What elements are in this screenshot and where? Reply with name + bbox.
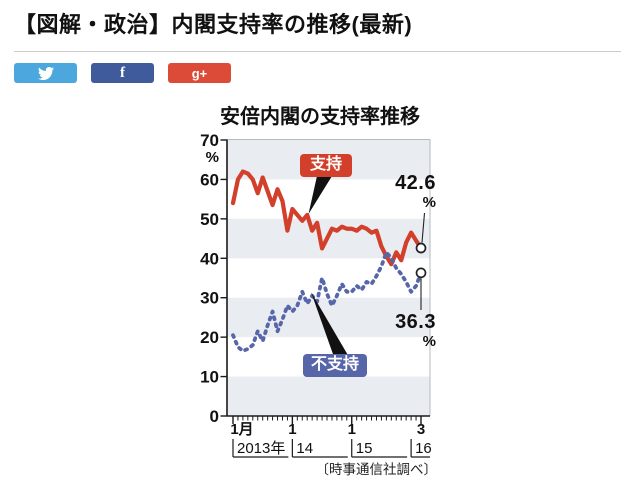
divider [14, 51, 621, 52]
y-tick-label: 50 [200, 210, 219, 229]
facebook-share-button[interactable]: f [91, 63, 154, 83]
approve-end-unit: % [422, 194, 436, 211]
disapprove-series-label: 不支持 [303, 354, 368, 377]
x-tick-label: 1月 [230, 421, 253, 438]
googleplus-share-button[interactable]: g+ [168, 63, 231, 83]
page-title: 【図解・政治】内閣支持率の推移(最新) [14, 12, 413, 37]
y-tick-label: 30 [200, 289, 219, 308]
chart-title: 安倍内閣の支持率推移 [220, 106, 420, 128]
year-label: 16 [415, 440, 432, 457]
y-tick-label: 40 [200, 249, 219, 268]
approve-end-value: 42.6 [395, 172, 436, 194]
disapprove-end-marker [415, 267, 427, 279]
disapprove-end-value: 36.3 [395, 311, 436, 333]
disapprove-end-unit: % [422, 333, 436, 350]
x-tick-label: 3 [417, 421, 425, 438]
x-tick-label: 1 [348, 421, 356, 438]
x-tick-label: 1 [288, 421, 296, 438]
facebook-f-icon: f [120, 64, 125, 81]
y-tick-label: 10 [200, 368, 219, 387]
series-line-disapprove [231, 250, 423, 353]
year-label: 14 [296, 440, 313, 457]
google-plus-icon: g+ [191, 65, 208, 81]
y-axis-unit: % [206, 149, 219, 166]
approve-leader-line [421, 212, 426, 243]
year-label: 2013年 [237, 440, 285, 457]
year-label: 15 [356, 440, 373, 457]
series-line-approve [230, 169, 424, 267]
y-tick-label: 20 [200, 328, 219, 347]
approve-tag-pointer [308, 176, 332, 214]
approve-series-label: 支持 [300, 154, 353, 177]
twitter-bird-icon [37, 66, 54, 80]
y-tick-label: 0 [210, 407, 219, 426]
approve-end-marker [415, 242, 427, 254]
disapprove-tag-pointer [311, 292, 349, 357]
plot-band [227, 376, 430, 416]
plot-frame [227, 139, 431, 416]
y-tick-label: 60 [200, 170, 219, 189]
y-tick-label: 70 [200, 131, 219, 150]
source-note: 〔時事通信社調べ〕 [315, 462, 438, 477]
twitter-share-button[interactable] [14, 63, 77, 83]
